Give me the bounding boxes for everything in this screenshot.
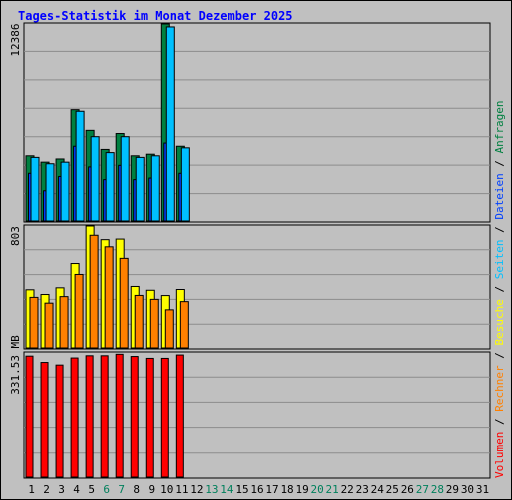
bar-rechner-day-5	[89, 234, 99, 349]
y-axis-max-label: 331.53 MB	[9, 335, 22, 395]
panel-volume: 331.53 MB	[9, 335, 491, 479]
x-tick-label: 13	[205, 483, 218, 496]
bar-volumen-day-7	[115, 353, 124, 478]
legend-item: Anfragen	[493, 100, 506, 153]
x-tick-label: 5	[88, 483, 95, 496]
legend-item: Volumen	[493, 432, 506, 478]
y-axis-max-label: 12386	[9, 23, 22, 56]
x-tick-label: 17	[265, 483, 278, 496]
x-tick-label: 29	[446, 483, 459, 496]
panel-frame	[23, 224, 491, 350]
x-tick-label: 1	[28, 483, 35, 496]
bar-seiten-day-6	[105, 152, 115, 222]
bar-volumen-day-6	[100, 355, 109, 478]
legend-item: Dateien	[493, 173, 506, 219]
bar-rechner-day-9	[149, 298, 159, 349]
bar-seiten-day-8	[135, 156, 145, 222]
bar-rechner-day-10	[164, 309, 174, 349]
bar-seiten-day-11	[180, 147, 190, 222]
x-tick-label: 23	[356, 483, 369, 496]
x-tick-label: 27	[416, 483, 429, 496]
panel-frame	[23, 351, 491, 479]
x-tick-label: 25	[386, 483, 399, 496]
bar-seiten-day-9	[150, 155, 160, 222]
x-tick-label: 4	[73, 483, 80, 496]
x-tick-label: 21	[326, 483, 339, 496]
bar-volumen-day-2	[40, 362, 49, 478]
legend-item: /	[493, 220, 506, 240]
x-tick-label: 31	[476, 483, 489, 496]
chart-legend: Volumen / Rechner / Besuche / Seiten / D…	[493, 100, 506, 478]
x-tick-label: 20	[311, 483, 324, 496]
bar-rechner-day-11	[179, 301, 189, 349]
x-tick-label: 8	[133, 483, 140, 496]
legend-item: /	[493, 346, 506, 366]
x-tick-label: 30	[461, 483, 474, 496]
x-tick-label: 9	[148, 483, 155, 496]
x-tick-label: 26	[401, 483, 414, 496]
x-tick-label: 15	[235, 483, 248, 496]
y-axis-max-label: 803	[9, 226, 22, 246]
x-tick-label: 10	[160, 483, 173, 496]
legend-item: Seiten	[493, 240, 506, 280]
legend-item: /	[493, 412, 506, 432]
x-tick-label: 18	[280, 483, 293, 496]
x-tick-label: 2	[43, 483, 50, 496]
bar-volumen-day-4	[70, 357, 79, 478]
x-tick-label: 14	[220, 483, 234, 496]
bar-seiten-day-2	[45, 163, 55, 222]
x-tick-label: 16	[250, 483, 263, 496]
bar-volumen-day-5	[85, 355, 94, 478]
panel-frame	[23, 22, 491, 223]
bar-volumen-day-8	[130, 356, 139, 478]
bar-rechner-day-2	[44, 302, 54, 349]
bar-seiten-day-4	[75, 110, 85, 222]
bar-rechner-day-3	[59, 296, 69, 349]
x-tick-label: 12	[190, 483, 203, 496]
bar-rechner-day-1	[29, 296, 39, 349]
bar-seiten-day-7	[120, 136, 130, 222]
bar-seiten-day-5	[90, 136, 100, 222]
legend-item: /	[493, 279, 506, 299]
x-tick-label: 11	[175, 483, 188, 496]
bar-rechner-day-7	[119, 257, 129, 349]
bar-rechner-day-8	[134, 294, 144, 349]
bar-seiten-day-3	[60, 161, 70, 222]
bar-seiten-day-1	[30, 156, 40, 222]
bar-volumen-day-10	[160, 357, 169, 478]
bar-volumen-day-3	[55, 364, 64, 478]
x-tick-label: 3	[58, 483, 65, 496]
bar-volumen-day-1	[25, 355, 34, 478]
bar-volumen-day-11	[175, 354, 184, 478]
x-tick-label: 7	[118, 483, 125, 496]
x-tick-label: 28	[431, 483, 444, 496]
x-tick-label: 6	[103, 483, 110, 496]
chart-title: Tages-Statistik im Monat Dezember 2025	[18, 9, 293, 23]
bar-volumen-day-9	[145, 357, 154, 478]
legend-text: Volumen / Rechner / Besuche / Seiten / D…	[493, 100, 506, 478]
bar-rechner-day-6	[104, 246, 114, 349]
legend-item: Besuche	[493, 299, 506, 345]
bar-seiten-day-10	[165, 26, 175, 222]
legend-item: Rechner	[493, 365, 506, 412]
x-tick-label: 19	[295, 483, 308, 496]
panel-hits-files-pages: 12386	[9, 22, 491, 223]
x-tick-label: 24	[371, 483, 385, 496]
panel-visits-sites: 803	[9, 224, 491, 350]
legend-item: /	[493, 153, 506, 173]
x-tick-label: 22	[341, 483, 354, 496]
bar-rechner-day-4	[74, 273, 84, 349]
